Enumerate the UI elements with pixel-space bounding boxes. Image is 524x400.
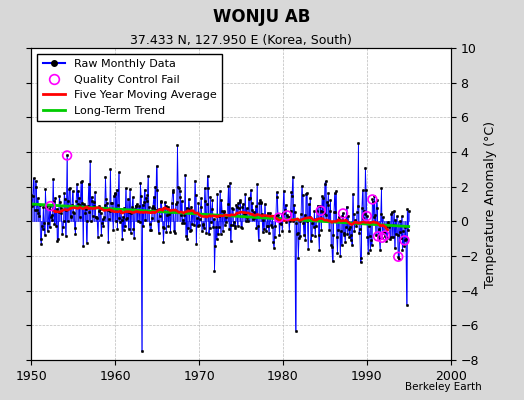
- Text: Berkeley Earth: Berkeley Earth: [406, 382, 482, 392]
- Point: [378, 234, 386, 241]
- Point: [283, 212, 291, 219]
- Point: [374, 233, 382, 240]
- Y-axis label: Temperature Anomaly (°C): Temperature Anomaly (°C): [484, 120, 497, 288]
- Point: [275, 214, 283, 221]
- Point: [363, 213, 371, 219]
- Point: [368, 196, 377, 203]
- Title: 37.433 N, 127.950 E (Korea, South): 37.433 N, 127.950 E (Korea, South): [130, 34, 352, 47]
- Point: [46, 203, 54, 209]
- Point: [339, 210, 347, 217]
- Point: [316, 208, 325, 214]
- Text: WONJU AB: WONJU AB: [213, 8, 311, 26]
- Point: [381, 232, 389, 239]
- Point: [63, 152, 71, 159]
- Point: [400, 237, 409, 244]
- Point: [394, 254, 402, 260]
- Legend: Raw Monthly Data, Quality Control Fail, Five Year Moving Average, Long-Term Tren: Raw Monthly Data, Quality Control Fail, …: [37, 54, 222, 121]
